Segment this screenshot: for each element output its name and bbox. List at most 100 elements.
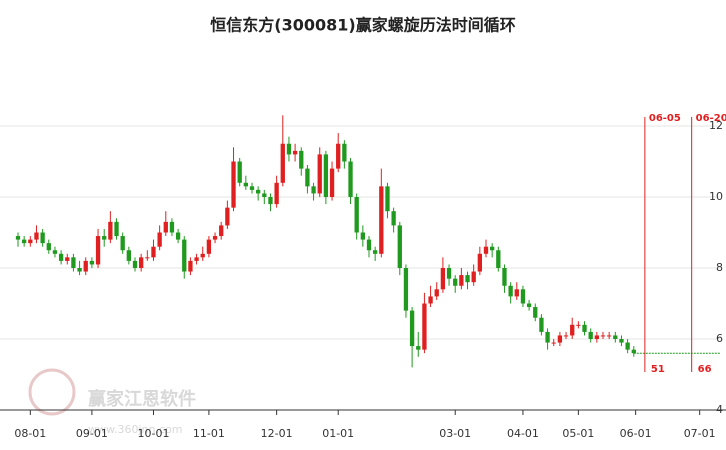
candle (58, 250, 64, 265)
candle (145, 250, 150, 261)
candle-body (428, 296, 433, 304)
y-tick-label: 10 (709, 190, 723, 203)
candle-body (219, 225, 224, 237)
candle-body (182, 239, 187, 272)
candle (274, 175, 279, 208)
candle-body (576, 324, 581, 326)
candle-body (22, 239, 27, 244)
candle (582, 321, 587, 336)
candle-body (71, 257, 76, 268)
candle (65, 253, 70, 265)
candle (52, 246, 58, 258)
candle-body (58, 253, 64, 261)
candle (631, 346, 636, 357)
candle (305, 165, 310, 194)
candle (576, 321, 581, 329)
x-tick-label: 05-01 (562, 427, 594, 440)
candle (34, 225, 39, 244)
candle (286, 136, 292, 162)
candle (151, 239, 156, 261)
x-tick-label: 11-01 (193, 427, 225, 440)
candle (95, 228, 101, 268)
candle-body (385, 186, 390, 212)
candle-body (477, 253, 482, 272)
candle (231, 147, 236, 212)
candle (108, 211, 113, 244)
candle-body (490, 246, 495, 251)
cycle-count: 51 (651, 364, 665, 375)
candle (613, 331, 618, 343)
candle-body (83, 260, 88, 272)
candle-body (471, 271, 476, 283)
candle-body (292, 150, 298, 155)
candle (422, 292, 427, 354)
candle (256, 186, 261, 201)
candle (403, 264, 409, 318)
candle-body (286, 143, 292, 155)
candle-body (551, 342, 556, 344)
candle-body (336, 143, 341, 169)
candle-body (502, 268, 507, 286)
candle-body (557, 335, 563, 343)
candle (373, 246, 378, 261)
candle (182, 236, 187, 279)
candle (175, 228, 181, 244)
watermark: 赢家江恩软件 www.360jnn.com (28, 368, 196, 436)
candle (249, 182, 255, 194)
candle (225, 200, 230, 229)
candle-body (508, 285, 513, 297)
x-tick-label: 07-01 (684, 427, 716, 440)
candle (194, 253, 199, 265)
candle (366, 236, 372, 258)
candle-body (570, 324, 575, 336)
candle-body (256, 189, 261, 194)
candle-body (496, 250, 501, 268)
candle-body (631, 349, 636, 354)
y-tick-label: 12 (709, 119, 723, 132)
candle-body (34, 232, 39, 240)
candle-body (95, 236, 101, 265)
candle-body (582, 324, 587, 332)
candle (619, 335, 624, 347)
watermark-url: www.360jnn.com (88, 423, 182, 436)
x-tick-label: 12-01 (261, 427, 293, 440)
watermark-text: 赢家江恩软件 (88, 388, 196, 410)
candle-body (465, 275, 470, 283)
candle (594, 331, 599, 343)
x-tick-label: 09-01 (76, 427, 108, 440)
candle-body (15, 236, 21, 240)
candle-body (440, 268, 446, 290)
candle-body (194, 257, 199, 261)
candle-body (379, 186, 384, 254)
candle (379, 168, 384, 258)
candle (434, 282, 439, 300)
candle (22, 236, 27, 247)
candle (163, 211, 168, 237)
candle-body (563, 335, 569, 337)
candle-body (422, 303, 427, 350)
candle (453, 275, 458, 293)
candle-body (329, 168, 335, 197)
candle (496, 246, 501, 272)
candle-body (132, 260, 138, 268)
candle (520, 285, 526, 308)
candle-body (262, 193, 267, 197)
candle-body (317, 154, 322, 194)
candle-body (175, 232, 181, 240)
candle-body (434, 289, 439, 297)
candle (459, 268, 464, 290)
candle-body (237, 161, 242, 183)
candle (471, 264, 476, 286)
candle (132, 257, 138, 272)
x-tick-label: 01-01 (322, 427, 354, 440)
candle-body (397, 225, 402, 268)
candle (465, 271, 470, 290)
cycle-date: 06-20 (696, 113, 726, 124)
candle (83, 257, 88, 276)
candle-body (600, 335, 606, 337)
candle (428, 285, 433, 308)
candle-body (625, 342, 630, 350)
candle-body (459, 275, 464, 286)
candle-body (169, 221, 175, 233)
x-tick-label: 03-01 (439, 427, 471, 440)
